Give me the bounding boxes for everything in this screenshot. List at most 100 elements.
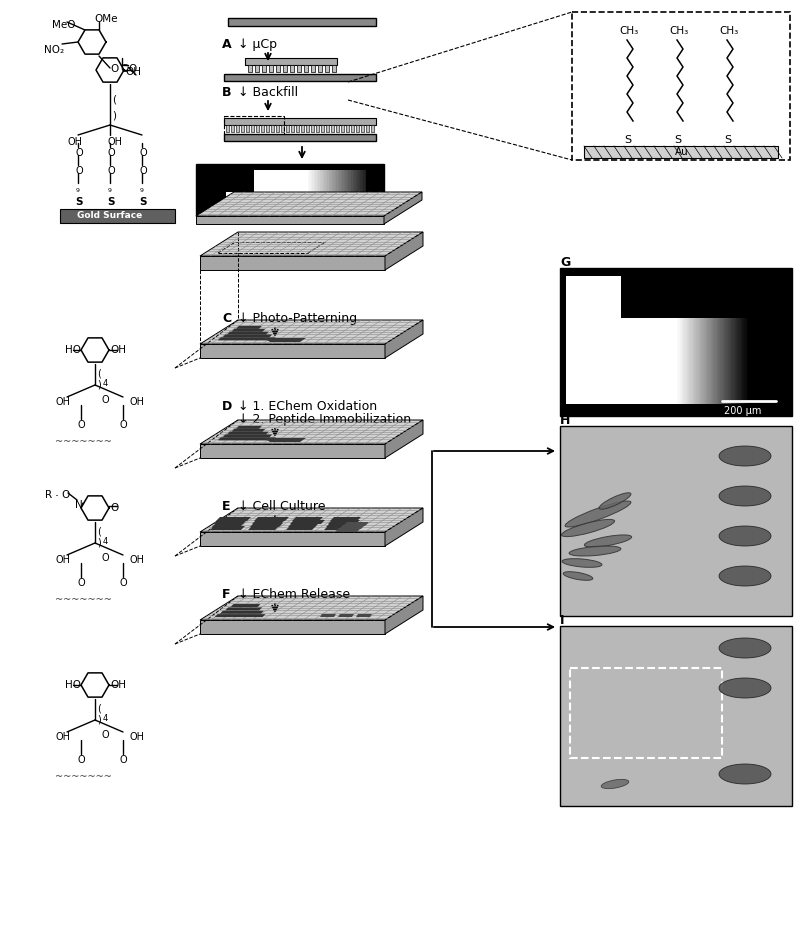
- Bar: [290, 65, 294, 72]
- Bar: [730, 318, 731, 404]
- Bar: [736, 318, 737, 404]
- Bar: [306, 125, 309, 132]
- Bar: [321, 170, 322, 210]
- Polygon shape: [343, 522, 369, 526]
- Bar: [228, 18, 376, 26]
- Text: ): ): [97, 714, 101, 724]
- Polygon shape: [225, 607, 262, 610]
- Bar: [345, 170, 346, 210]
- Bar: [311, 65, 315, 72]
- Bar: [346, 125, 349, 132]
- Polygon shape: [212, 523, 244, 527]
- Polygon shape: [222, 335, 272, 338]
- Bar: [741, 318, 742, 404]
- Polygon shape: [200, 596, 423, 620]
- Bar: [326, 170, 327, 210]
- Text: C: C: [222, 312, 231, 325]
- Bar: [311, 125, 314, 132]
- Text: Au: Au: [675, 147, 689, 157]
- Text: ·: ·: [55, 490, 59, 503]
- Ellipse shape: [719, 446, 771, 466]
- Bar: [357, 170, 358, 210]
- Bar: [727, 318, 729, 404]
- Bar: [324, 170, 326, 210]
- Text: O: O: [101, 395, 108, 405]
- Bar: [681, 318, 682, 404]
- Bar: [276, 125, 279, 132]
- Polygon shape: [338, 614, 354, 617]
- Bar: [318, 65, 322, 72]
- Bar: [224, 118, 376, 125]
- Text: (: (: [97, 703, 101, 713]
- Text: O: O: [77, 420, 85, 430]
- Text: Gold Surface: Gold Surface: [77, 211, 143, 220]
- Polygon shape: [385, 232, 423, 270]
- Bar: [694, 318, 695, 404]
- Polygon shape: [200, 344, 385, 358]
- Bar: [336, 170, 338, 210]
- Bar: [262, 65, 266, 72]
- Polygon shape: [200, 420, 423, 444]
- Text: O: O: [77, 578, 85, 588]
- Bar: [224, 116, 284, 136]
- Text: N: N: [75, 500, 83, 510]
- Polygon shape: [200, 532, 385, 546]
- Polygon shape: [200, 508, 423, 532]
- Text: ↓ EChem Release: ↓ EChem Release: [234, 588, 350, 601]
- Bar: [688, 318, 689, 404]
- Text: MeO: MeO: [52, 20, 75, 30]
- Polygon shape: [227, 432, 269, 434]
- Bar: [684, 318, 686, 404]
- Bar: [196, 164, 384, 216]
- Bar: [355, 170, 357, 210]
- Ellipse shape: [719, 486, 771, 506]
- Bar: [679, 318, 681, 404]
- Bar: [60, 209, 175, 223]
- Bar: [269, 65, 273, 72]
- Polygon shape: [236, 326, 262, 329]
- Polygon shape: [324, 526, 355, 530]
- Polygon shape: [254, 517, 289, 521]
- Polygon shape: [385, 508, 423, 546]
- Polygon shape: [217, 437, 276, 441]
- Ellipse shape: [719, 526, 771, 546]
- Bar: [724, 318, 725, 404]
- Text: HO: HO: [65, 345, 81, 355]
- Bar: [677, 318, 678, 404]
- Bar: [315, 170, 317, 210]
- Polygon shape: [385, 596, 423, 634]
- Bar: [329, 170, 330, 210]
- Bar: [743, 318, 744, 404]
- Bar: [566, 318, 676, 404]
- Text: (: (: [97, 526, 101, 536]
- Bar: [734, 318, 735, 404]
- Bar: [584, 146, 778, 158]
- Bar: [719, 318, 720, 404]
- Bar: [341, 170, 342, 210]
- Text: OH: OH: [110, 680, 126, 690]
- Bar: [291, 125, 294, 132]
- Text: OH: OH: [125, 67, 141, 77]
- Text: ₉: ₉: [108, 184, 111, 194]
- Bar: [713, 318, 715, 404]
- Polygon shape: [328, 520, 360, 524]
- Text: ~~~~~~~: ~~~~~~~: [55, 772, 111, 782]
- Bar: [687, 318, 688, 404]
- Text: O: O: [77, 755, 85, 765]
- Text: 4: 4: [103, 714, 108, 723]
- Bar: [364, 170, 366, 210]
- Polygon shape: [384, 192, 422, 224]
- Bar: [245, 58, 337, 65]
- Text: ~~~~~~~: ~~~~~~~: [55, 437, 111, 447]
- Polygon shape: [222, 434, 272, 437]
- Bar: [566, 276, 621, 320]
- Bar: [361, 125, 364, 132]
- Text: ~~~~~~~: ~~~~~~~: [55, 595, 111, 605]
- Bar: [256, 125, 259, 132]
- Polygon shape: [236, 426, 262, 429]
- Text: 4: 4: [103, 379, 108, 388]
- Bar: [281, 125, 284, 132]
- Bar: [261, 125, 264, 132]
- Polygon shape: [356, 614, 372, 617]
- Text: O: O: [139, 166, 147, 176]
